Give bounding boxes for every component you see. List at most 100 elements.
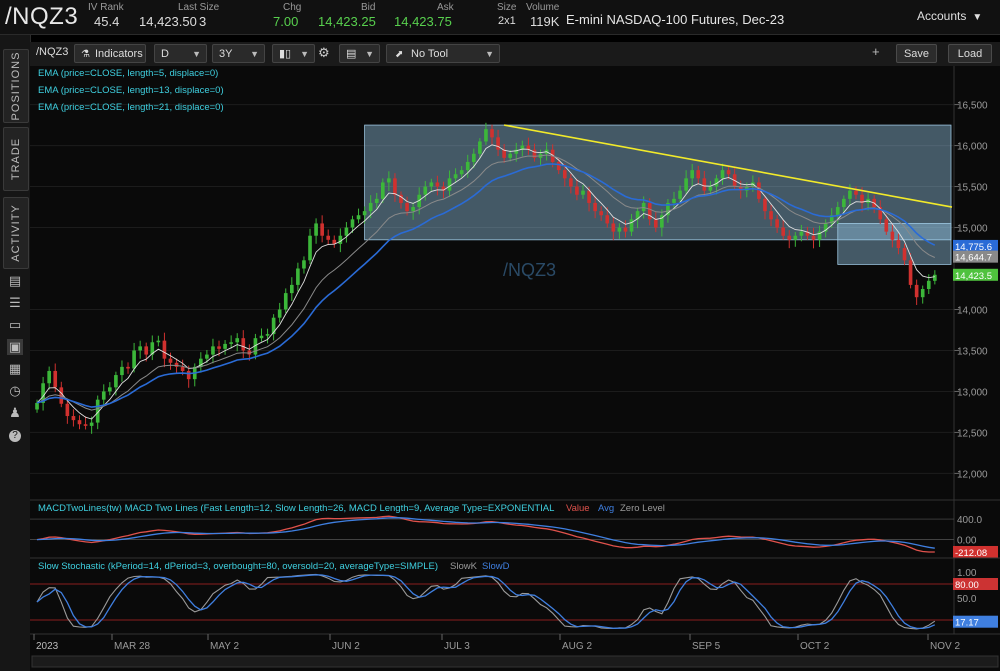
candle-body [653,219,658,228]
tab-positions-label: POSITIONS [10,51,22,121]
candle-body [168,358,173,363]
candle-body [611,223,616,232]
candle-body [490,129,494,138]
candle-body [478,141,482,154]
drawing-style-select[interactable]: ▤ ▼ [339,44,380,63]
candle-body [162,340,167,359]
bid-value: 14,423.25 [318,14,376,29]
candle-body [496,137,500,150]
tab-positions[interactable]: POSITIONS [3,49,29,123]
candle-body [920,289,925,298]
candle-body [884,219,889,232]
chg-value: 7.00 [273,14,299,29]
candle-body [696,170,701,179]
draw-style-icon: ▤ [346,48,357,60]
candle-body [842,198,846,208]
candle-body [781,227,785,236]
price-tag-box [953,268,998,281]
candle-body [35,402,39,410]
chevron-down-icon: ▼ [192,49,201,59]
save-button[interactable]: Save [896,44,937,63]
range-box [364,124,952,241]
candle-body [526,145,531,150]
document-icon[interactable]: ▤ [8,273,22,288]
candle-body [259,335,264,339]
history-icon[interactable]: ◷ [9,383,21,398]
chart-icon[interactable]: ▣ [7,339,23,355]
macd-legend-value: Value [566,503,590,514]
candle-body [666,202,670,216]
aggregation-select[interactable]: D ▼ [154,44,207,63]
candle-body [854,190,858,195]
time-axis: 2023 MAR 28 MAY 2 JUN 2 JUL 3 AUG 2 SEP 5 OCT 2… [33,634,960,652]
tab-activity[interactable]: ACTIVITY [3,197,29,269]
horizontal-scrollbar[interactable] [31,655,999,668]
stoch-tick-label: 1.00 [957,568,977,579]
candle-body [101,391,106,400]
chevron-down-icon: ▼ [485,49,494,59]
people-icon[interactable]: ♟ [9,405,21,420]
list-icon[interactable]: ☰ [9,295,21,310]
time-tick-label: JUN 2 [332,641,360,652]
iv-rank-label: IV Rank [88,2,124,13]
candle-body [823,223,828,232]
range-value: 3Y [219,48,233,60]
candle-body [569,178,573,187]
tool-select[interactable]: ⬈ No Tool ▼ [386,44,500,63]
accounts-label: Accounts [917,9,967,23]
candle-body [829,215,834,224]
price-tick-label: 16,000 [957,142,988,153]
candle-body [289,284,294,294]
candle-body [423,186,428,195]
candle-body [599,211,604,216]
candle-body [890,231,895,240]
chevron-down-icon: ▼ [972,12,983,23]
time-tick-label: MAR 28 [114,641,151,652]
stoch-legend-slowk: SlowK [450,561,478,572]
candle-body [247,350,252,355]
price-chart[interactable]: /NQZ3 EMA (price=CLOSE, length=5, displa… [30,66,1000,671]
grid-icon[interactable]: ▦ [8,361,22,376]
last-price: 14,423.50 [139,14,197,29]
tab-trade[interactable]: TRADE [3,127,29,191]
stoch-tag-text: 17.17 [955,618,979,629]
candle-body [914,284,919,298]
candle-body [53,370,58,388]
trendline[interactable] [503,124,953,208]
ema5-label: EMA (price=CLOSE, length=5, displace=0) [38,68,218,79]
symbol-title[interactable]: /NQZ3 [5,3,79,30]
iv-rank-value: 45.4 [94,14,120,29]
candle-body [684,178,688,191]
accounts-dropdown[interactable]: Accounts ▼ [917,9,982,23]
tab-activity-label: ACTIVITY [10,204,22,262]
candle-body [223,343,227,349]
candle-body [835,207,840,216]
plus-icon[interactable]: + [872,44,880,59]
price-axis: 16,500 16,000 15,500 15,000 14,000 13,500 13,0… [953,66,988,634]
candle-body [848,190,852,199]
help-icon[interactable]: ? [9,430,21,442]
candle-body [302,260,306,269]
range-select[interactable]: 3Y ▼ [212,44,265,63]
tv-icon[interactable]: ▭ [8,317,22,332]
tab-trade-label: TRADE [10,137,22,181]
candle-body [344,227,349,236]
candle-body [532,149,537,158]
candle-body [459,170,464,175]
candle-body [575,186,579,195]
candle-body [265,334,270,336]
candle-body [933,274,937,281]
candle-body [186,370,191,380]
candle-body [471,153,476,162]
chart-type-select[interactable]: ▮▯ ▼ [272,44,315,63]
candle-body [672,198,676,203]
indicators-button[interactable]: ⚗ Indicators [74,44,146,63]
macd-legend-zero: Zero Level [620,503,665,514]
candle-body [714,178,719,187]
time-tick-label: NOV 2 [930,641,960,652]
toolbar-symbol[interactable]: /NQZ3 [36,46,69,58]
gear-icon[interactable]: ⚙ [318,45,330,60]
load-button[interactable]: Load [948,44,992,63]
candle-body [708,186,713,191]
candle-body [114,375,118,388]
